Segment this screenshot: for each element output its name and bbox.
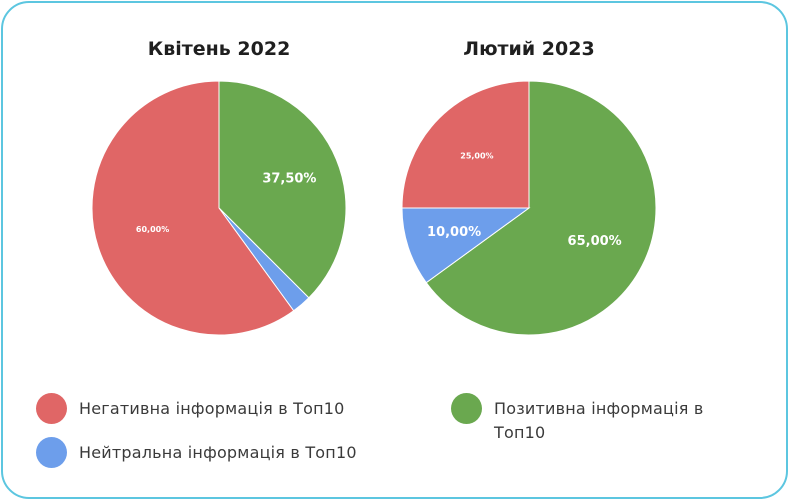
pie-label-neutral: 10,00% bbox=[427, 225, 481, 240]
legend-item-positive: Позитивна інформація в Топ10 bbox=[451, 393, 734, 445]
pie-slice-negative bbox=[401, 80, 530, 209]
legend-label-positive: Позитивна інформація в Топ10 bbox=[494, 399, 704, 442]
pie-label-positive: 65,00% bbox=[568, 234, 622, 249]
legend-swatch-positive bbox=[451, 393, 482, 424]
pie-label-positive: 37,50% bbox=[262, 171, 316, 186]
legend-item-negative: Негативна інформація в Топ10 bbox=[36, 393, 345, 424]
pie-slice-negative bbox=[91, 80, 295, 336]
pie-slice-positive bbox=[218, 80, 347, 299]
legend-label-neutral: Нейтральна інформація в Топ10 bbox=[79, 443, 357, 462]
pie-label-negative: 25,00% bbox=[460, 151, 493, 160]
pie-label-negative: 60,00% bbox=[136, 225, 169, 234]
pie-slice-neutral bbox=[401, 207, 531, 284]
legend-swatch-negative bbox=[36, 393, 67, 424]
legend-label-negative: Негативна інформація в Топ10 bbox=[79, 399, 345, 418]
pie-chart-february-2023: 65,00% 10,00% 25,00% bbox=[401, 80, 657, 336]
chart-title-february-2023: Лютий 2023 bbox=[463, 38, 595, 60]
chart-title-april-2022: Квітень 2022 bbox=[147, 38, 291, 60]
pie-slice-positive bbox=[425, 80, 657, 336]
legend-item-neutral: Нейтральна інформація в Топ10 bbox=[36, 437, 357, 468]
pie-chart-april-2022: 37,50% 60,00% bbox=[91, 80, 347, 336]
legend-swatch-neutral bbox=[36, 437, 67, 468]
